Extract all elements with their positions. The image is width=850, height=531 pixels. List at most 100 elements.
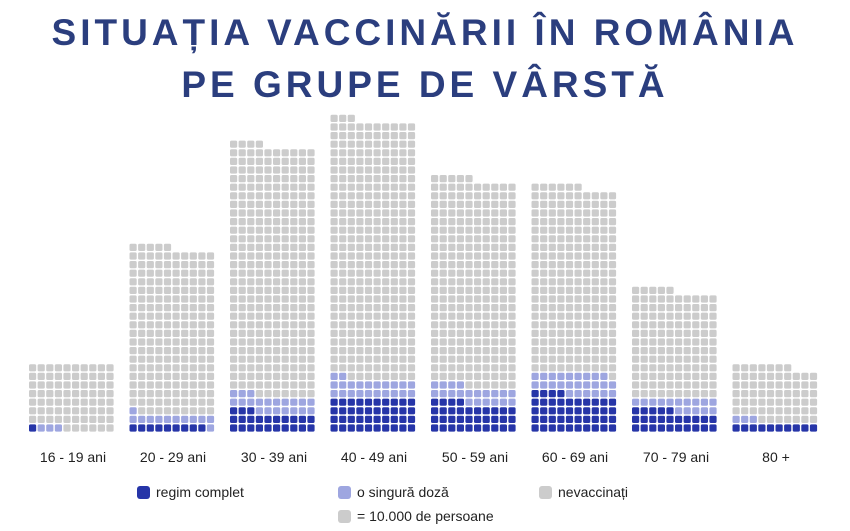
waffle-cell-unvaccinated <box>238 295 246 303</box>
waffle-cell-unvaccinated <box>657 347 665 355</box>
waffle-cell-unvaccinated <box>330 355 338 363</box>
waffle-cell-unvaccinated <box>675 390 683 398</box>
waffle-cell-unvaccinated <box>465 304 473 312</box>
waffle-cell-single-dose <box>548 381 556 389</box>
waffle-cell-unvaccinated <box>465 235 473 243</box>
waffle-cell-unvaccinated <box>347 295 355 303</box>
waffle-cell-unvaccinated <box>255 372 263 380</box>
waffle-cell-unvaccinated <box>230 252 238 260</box>
waffle-cell-complete <box>390 415 398 423</box>
waffle-cell-complete <box>439 415 447 423</box>
waffle-cell-unvaccinated <box>247 209 255 217</box>
waffle-cell-complete <box>465 407 473 415</box>
waffle-cell-unvaccinated <box>399 355 407 363</box>
waffle-cell-unvaccinated <box>172 321 180 329</box>
waffle-cell-unvaccinated <box>330 329 338 337</box>
waffle-cell-unvaccinated <box>339 200 347 208</box>
waffle-cell-unvaccinated <box>399 209 407 217</box>
waffle-cell-single-dose <box>330 390 338 398</box>
waffle-cell-single-dose <box>600 372 608 380</box>
waffle-cell-unvaccinated <box>247 304 255 312</box>
waffle-cell-unvaccinated <box>448 175 456 183</box>
waffle-cell-unvaccinated <box>640 312 648 320</box>
waffle-cell-unvaccinated <box>448 347 456 355</box>
waffle-cell-unvaccinated <box>264 235 272 243</box>
waffle-cell-unvaccinated <box>548 295 556 303</box>
waffle-cell-unvaccinated <box>390 166 398 174</box>
waffle-cell-unvaccinated <box>456 372 464 380</box>
waffle-cell-single-dose <box>482 390 490 398</box>
waffle-cell-complete <box>499 424 507 432</box>
waffle-cell-unvaccinated <box>356 243 364 251</box>
waffle-cell-unvaccinated <box>307 364 315 372</box>
waffle-cell-unvaccinated <box>482 304 490 312</box>
waffle-cell-unvaccinated <box>399 140 407 148</box>
waffle-cell-unvaccinated <box>198 364 206 372</box>
waffle-cell-unvaccinated <box>766 381 775 389</box>
waffle-cell-complete <box>448 424 456 432</box>
waffle-cell-unvaccinated <box>548 235 556 243</box>
waffle-cell-unvaccinated <box>181 286 189 294</box>
waffle-cell-unvaccinated <box>474 261 482 269</box>
waffle-cell-unvaccinated <box>298 149 306 157</box>
waffle-cell-unvaccinated <box>499 269 507 277</box>
waffle-cell-unvaccinated <box>46 415 54 423</box>
waffle-cell-complete <box>557 398 565 406</box>
waffle-cell-unvaccinated <box>307 278 315 286</box>
waffle-cell-unvaccinated <box>608 261 617 269</box>
waffle-cell-unvaccinated <box>407 243 416 251</box>
waffle-cell-unvaccinated <box>138 347 146 355</box>
waffle-cell-complete <box>330 415 338 423</box>
waffle-cell-unvaccinated <box>448 355 456 363</box>
waffle-cell-unvaccinated <box>531 321 539 329</box>
waffle-cell-single-dose <box>264 398 272 406</box>
waffle-cell-unvaccinated <box>431 338 439 346</box>
waffle-cell-unvaccinated <box>307 338 315 346</box>
waffle-cell-unvaccinated <box>491 269 499 277</box>
waffle-cell-complete <box>456 398 464 406</box>
waffle-cell-unvaccinated <box>181 278 189 286</box>
waffle-cell-unvaccinated <box>732 390 740 398</box>
waffle-cell-unvaccinated <box>330 132 338 140</box>
waffle-cell-unvaccinated <box>399 166 407 174</box>
waffle-cell-single-dose <box>407 390 416 398</box>
waffle-cell-unvaccinated <box>448 364 456 372</box>
waffle-cell-unvaccinated <box>247 166 255 174</box>
waffle-cell-unvaccinated <box>540 252 548 260</box>
waffle-cell-complete <box>482 407 490 415</box>
waffle-cell-unvaccinated <box>163 329 172 337</box>
waffle-cell-unvaccinated <box>465 269 473 277</box>
waffle-cell-unvaccinated <box>657 295 665 303</box>
waffle-cell-complete <box>583 415 591 423</box>
waffle-cell-unvaccinated <box>407 166 416 174</box>
waffle-cell-complete <box>155 424 163 432</box>
waffle-cell-unvaccinated <box>591 286 599 294</box>
waffle-cell-unvaccinated <box>499 304 507 312</box>
waffle-cell-unvaccinated <box>273 381 281 389</box>
waffle-cell-unvaccinated <box>330 295 338 303</box>
waffle-cell-single-dose <box>700 407 708 415</box>
waffle-cell-unvaccinated <box>146 329 154 337</box>
waffle-cell-unvaccinated <box>155 278 163 286</box>
waffle-cell-unvaccinated <box>264 381 272 389</box>
waffle-cell-unvaccinated <box>382 355 390 363</box>
waffle-cell-unvaccinated <box>801 381 809 389</box>
waffle-cell-unvaccinated <box>792 407 800 415</box>
waffle-cell-unvaccinated <box>198 407 206 415</box>
waffle-cell-unvaccinated <box>456 209 464 217</box>
waffle-cell-unvaccinated <box>439 261 447 269</box>
waffle-cell-unvaccinated <box>390 175 398 183</box>
waffle-cell-unvaccinated <box>347 226 355 234</box>
waffle-cell-unvaccinated <box>373 200 381 208</box>
waffle-cell-single-dose <box>649 398 657 406</box>
waffle-cell-unvaccinated <box>809 390 818 398</box>
waffle-cell-complete <box>356 424 364 432</box>
waffle-cell-unvaccinated <box>600 286 608 294</box>
waffle-cell-unvaccinated <box>491 192 499 200</box>
waffle-cell-unvaccinated <box>666 390 674 398</box>
waffle-cell-complete <box>491 415 499 423</box>
waffle-cell-complete <box>548 398 556 406</box>
waffle-cell-complete <box>591 398 599 406</box>
waffle-cell-unvaccinated <box>508 192 516 200</box>
waffle-cell-unvaccinated <box>640 347 648 355</box>
